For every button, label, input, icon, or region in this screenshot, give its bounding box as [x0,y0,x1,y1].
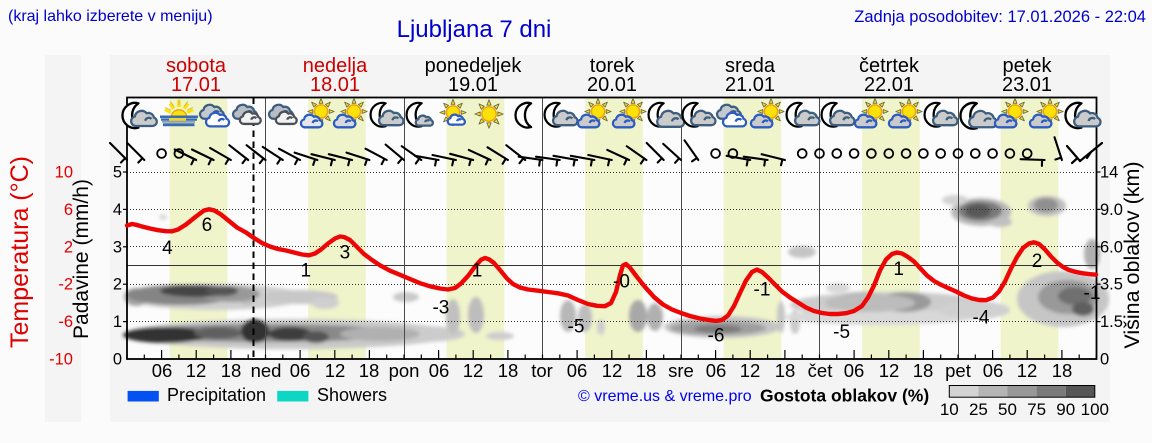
svg-text:19.01: 19.01 [448,74,498,96]
svg-text:Zadnja posodobitev: 17.01.2026: Zadnja posodobitev: 17.01.2026 - 22:04 [854,8,1146,26]
svg-text:sobota: sobota [166,55,227,77]
svg-text:9.0: 9.0 [1100,201,1123,219]
svg-text:Padavine (mm/h): Padavine (mm/h) [70,179,93,339]
svg-text:nedelja: nedelja [303,55,368,77]
svg-text:12: 12 [602,360,623,381]
svg-text:© vreme.us & vreme.pro: © vreme.us & vreme.pro [578,388,752,405]
svg-text:sreda: sreda [725,55,776,77]
svg-text:4: 4 [113,201,122,219]
svg-text:18: 18 [913,360,934,381]
svg-text:14: 14 [1100,164,1118,182]
svg-text:12: 12 [325,360,346,381]
svg-text:50: 50 [998,400,1017,419]
svg-text:Višina oblakov (km): Višina oblakov (km) [1120,161,1144,348]
svg-text:20.01: 20.01 [587,74,637,96]
svg-text:12: 12 [186,360,207,381]
svg-text:Ljubljana 7 dni: Ljubljana 7 dni [397,16,552,43]
svg-text:2: 2 [64,238,73,256]
svg-text:22.01: 22.01 [864,74,914,96]
svg-text:18.01: 18.01 [310,74,360,96]
svg-text:06: 06 [983,360,1004,381]
svg-text:2: 2 [1032,251,1043,272]
svg-text:sre: sre [668,360,694,381]
svg-text:5: 5 [113,164,122,182]
svg-text:-1: -1 [754,279,771,300]
svg-text:-5: -5 [568,317,585,338]
svg-text:pet: pet [945,360,971,381]
svg-text:06: 06 [844,360,865,381]
svg-text:18: 18 [636,360,657,381]
svg-text:-4: -4 [973,307,990,328]
svg-text:pon: pon [389,360,420,381]
svg-text:1: 1 [113,313,122,331]
svg-text:-10: -10 [49,351,73,369]
svg-text:1.5: 1.5 [1100,313,1123,331]
svg-text:90: 90 [1056,400,1075,419]
svg-text:6: 6 [64,201,73,219]
svg-text:1: 1 [893,259,904,280]
svg-text:1: 1 [472,261,483,282]
svg-text:0: 0 [113,351,122,369]
svg-text:-1: -1 [1084,283,1101,304]
svg-text:-2: -2 [58,276,73,294]
svg-text:18: 18 [498,360,519,381]
svg-text:12: 12 [879,360,900,381]
svg-text:2: 2 [113,276,122,294]
svg-text:10: 10 [55,164,73,182]
svg-text:Gostota oblakov (%): Gostota oblakov (%) [760,386,929,406]
svg-text:torek: torek [590,55,635,77]
svg-text:ned: ned [251,360,282,381]
svg-text:06: 06 [706,360,727,381]
svg-text:Precipitation: Precipitation [167,385,266,405]
svg-text:(kraj lahko izberete v meniju): (kraj lahko izberete v meniju) [8,8,213,25]
svg-text:17.01: 17.01 [171,74,221,96]
svg-text:-6: -6 [708,325,725,346]
svg-text:06: 06 [290,360,311,381]
svg-text:-6: -6 [58,313,73,331]
svg-text:četrtek: četrtek [859,55,920,77]
svg-text:-3: -3 [432,298,449,319]
svg-text:06: 06 [152,360,173,381]
svg-text:10: 10 [940,400,959,419]
svg-text:23.01: 23.01 [1002,74,1052,96]
svg-text:12: 12 [1017,360,1038,381]
svg-text:75: 75 [1027,400,1046,419]
svg-text:100: 100 [1081,400,1109,419]
svg-text:3: 3 [340,242,351,263]
svg-text:12: 12 [463,360,484,381]
svg-text:18: 18 [359,360,380,381]
svg-text:ponedeljek: ponedeljek [425,55,523,77]
svg-text:čet: čet [808,360,833,381]
svg-text:06: 06 [567,360,588,381]
svg-text:6.0: 6.0 [1100,238,1123,256]
svg-text:18: 18 [775,360,796,381]
svg-text:-0: -0 [613,271,630,292]
svg-text:1: 1 [301,260,312,281]
svg-text:18: 18 [1052,360,1073,381]
svg-text:21.01: 21.01 [725,74,775,96]
svg-text:3: 3 [113,238,122,256]
svg-text:6: 6 [202,215,213,236]
svg-text:tor: tor [531,360,553,381]
svg-text:0: 0 [1100,351,1109,369]
svg-text:3.5: 3.5 [1100,276,1123,294]
svg-text:Showers: Showers [317,385,387,405]
svg-text:-5: -5 [833,322,850,343]
svg-text:Temperatura (°C): Temperatura (°C) [6,156,34,348]
svg-text:18: 18 [221,360,242,381]
svg-text:25: 25 [969,400,988,419]
svg-text:06: 06 [429,360,450,381]
svg-text:12: 12 [740,360,761,381]
svg-text:petek: petek [1003,55,1053,77]
svg-text:4: 4 [162,238,173,259]
